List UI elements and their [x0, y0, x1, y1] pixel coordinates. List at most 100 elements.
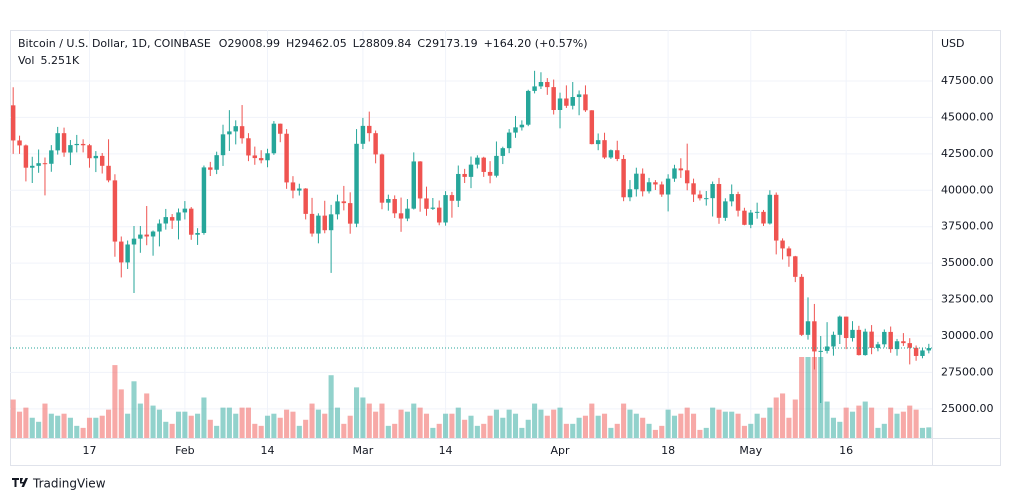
candle-body: [570, 97, 575, 106]
volume-bar: [525, 419, 531, 438]
volume-bar: [99, 415, 105, 438]
candle-body: [850, 329, 855, 339]
volume-bar: [563, 423, 569, 438]
candle-body: [367, 125, 372, 134]
candle-body: [634, 173, 639, 190]
candle-body: [456, 173, 461, 201]
candle-body: [144, 234, 149, 237]
volume-bar: [449, 413, 455, 438]
volume-bar: [125, 413, 131, 438]
x-tick-label: 17: [82, 444, 96, 457]
candle-body: [773, 194, 779, 241]
volume-bar: [328, 375, 334, 438]
candle-body: [551, 87, 556, 110]
volume-bar: [786, 417, 792, 438]
volume-bar: [334, 407, 341, 438]
volume-bar: [214, 425, 220, 438]
candle-body: [405, 208, 410, 219]
candle-body: [538, 82, 544, 87]
candle-body: [23, 145, 29, 168]
candle-body: [150, 231, 156, 237]
volume-pane: [10, 357, 932, 438]
volume-bar: [271, 413, 277, 438]
candle-body: [468, 164, 474, 177]
candle-body: [449, 195, 455, 201]
candle-body: [856, 329, 862, 356]
candle-body: [818, 350, 823, 352]
candle-body: [74, 143, 79, 146]
volume-bar: [519, 427, 525, 438]
candle-body: [157, 223, 162, 232]
candle-body: [195, 232, 200, 235]
candle-body: [729, 194, 734, 202]
volume-bar: [385, 425, 391, 438]
volume-bar: [150, 405, 156, 438]
candle-body: [710, 184, 715, 199]
grid: [10, 30, 932, 438]
candle-body: [824, 346, 830, 351]
candle-body: [519, 124, 525, 128]
candle-body: [506, 132, 512, 149]
volume-bar: [201, 397, 207, 438]
volume-bar: [652, 429, 658, 438]
volume-bar: [341, 423, 347, 438]
candle-body: [723, 201, 728, 218]
volume-bar: [830, 417, 836, 438]
volume-bar: [112, 365, 118, 438]
candle-body: [284, 133, 289, 183]
brand-logo: TradingView: [12, 477, 106, 491]
candle-body: [417, 161, 423, 199]
candle-body: [201, 167, 207, 233]
candle-body: [80, 143, 86, 146]
volume-bar: [55, 415, 61, 438]
volume-bar: [163, 421, 169, 438]
candle-body: [863, 331, 868, 356]
volume-bar: [309, 403, 315, 438]
candle-body: [36, 163, 41, 166]
volume-bar: [347, 415, 353, 438]
ohlc-value: 29008.99: [227, 37, 280, 50]
volume-bar: [296, 425, 302, 438]
candle-body: [335, 201, 340, 215]
volume-bar: [118, 389, 124, 438]
candle-body: [875, 344, 881, 348]
volume-bar: [86, 417, 93, 438]
candle-body: [494, 155, 499, 176]
volume-bar: [665, 409, 671, 438]
volume-bar: [481, 423, 487, 438]
volume-bar: [23, 407, 29, 438]
legend: Bitcoin / U.S. Dollar, 1D, COINBASE O 2900…: [18, 37, 588, 67]
volume-bar: [576, 417, 582, 438]
volume-bar: [252, 423, 258, 438]
volume-bar: [16, 411, 23, 438]
volume-bar: [722, 411, 728, 438]
candle-body: [55, 133, 60, 151]
volume-bar: [188, 415, 194, 438]
candle-body: [831, 334, 836, 347]
candle-body: [411, 161, 416, 209]
candle-body: [10, 105, 16, 141]
volume-bar: [926, 427, 932, 438]
volume-bar: [277, 417, 283, 438]
volume-bar: [500, 417, 506, 438]
volume-bar: [354, 387, 360, 438]
candle-body: [436, 207, 442, 223]
volume-bar: [373, 411, 379, 438]
candle-body: [119, 241, 124, 263]
volume-bar: [303, 419, 309, 438]
volume-bar: [137, 403, 143, 438]
y-tick-label: 37500.00: [941, 220, 994, 233]
candle-body: [239, 126, 245, 139]
candle-body: [297, 188, 302, 191]
candle-body: [926, 348, 932, 351]
volume-bar: [74, 425, 80, 438]
volume-bar: [875, 427, 881, 438]
candle-body: [316, 215, 321, 234]
volume-bar: [881, 423, 887, 438]
ohlc-value: 29173.19: [425, 37, 478, 50]
candle-body: [373, 133, 378, 155]
volume-label: Vol: [18, 54, 34, 67]
volume-bar: [156, 409, 162, 438]
volume-bar: [900, 411, 906, 438]
volume-bar: [907, 405, 913, 438]
